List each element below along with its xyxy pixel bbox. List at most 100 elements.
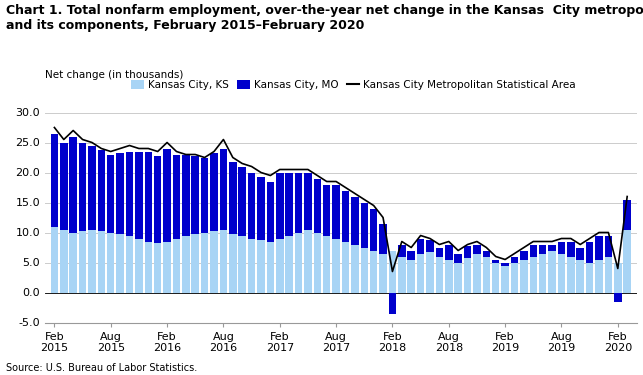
Bar: [276, 172, 284, 238]
Bar: [192, 234, 199, 292]
Bar: [294, 172, 302, 232]
Bar: [98, 231, 105, 292]
Bar: [473, 244, 481, 254]
Bar: [624, 200, 631, 230]
Bar: [98, 150, 105, 231]
Bar: [577, 248, 584, 259]
Bar: [614, 262, 622, 292]
Bar: [332, 238, 340, 292]
Bar: [154, 243, 161, 292]
Bar: [417, 254, 424, 292]
Bar: [614, 292, 622, 302]
Bar: [192, 156, 199, 234]
Bar: [604, 236, 612, 256]
Bar: [304, 172, 312, 230]
Bar: [294, 232, 302, 292]
Bar: [464, 246, 471, 258]
Bar: [182, 236, 190, 292]
Bar: [483, 251, 490, 257]
Bar: [464, 258, 471, 292]
Bar: [351, 196, 359, 244]
Bar: [285, 236, 293, 292]
Bar: [351, 244, 359, 292]
Bar: [502, 266, 509, 292]
Bar: [257, 177, 265, 240]
Bar: [492, 260, 500, 262]
Bar: [426, 252, 434, 292]
Bar: [126, 236, 133, 292]
Bar: [182, 154, 190, 236]
Bar: [314, 178, 321, 232]
Bar: [426, 240, 434, 252]
Bar: [163, 148, 171, 242]
Bar: [248, 172, 255, 238]
Bar: [595, 260, 602, 292]
Bar: [408, 260, 415, 292]
Bar: [173, 154, 180, 238]
Bar: [520, 260, 528, 292]
Bar: [530, 256, 537, 292]
Text: Net change (in thousands): Net change (in thousands): [45, 70, 183, 81]
Bar: [79, 231, 86, 292]
Bar: [323, 236, 331, 292]
Bar: [557, 242, 565, 254]
Bar: [567, 242, 575, 256]
Bar: [379, 224, 387, 254]
Bar: [567, 256, 575, 292]
Bar: [145, 152, 152, 242]
Bar: [435, 248, 443, 256]
Bar: [267, 182, 274, 242]
Bar: [201, 232, 208, 292]
Bar: [408, 251, 415, 260]
Bar: [520, 251, 528, 260]
Bar: [341, 190, 349, 242]
Bar: [511, 262, 518, 292]
Bar: [163, 242, 171, 292]
Bar: [304, 230, 312, 292]
Bar: [314, 232, 321, 292]
Bar: [388, 292, 396, 314]
Text: Chart 1. Total nonfarm employment, over-the-year net change in the Kansas  City : Chart 1. Total nonfarm employment, over-…: [6, 4, 643, 32]
Bar: [69, 136, 77, 232]
Bar: [267, 242, 274, 292]
Bar: [248, 238, 255, 292]
Bar: [69, 232, 77, 292]
Bar: [220, 148, 227, 230]
Bar: [417, 238, 424, 254]
Bar: [201, 158, 208, 232]
Bar: [361, 202, 368, 248]
Bar: [361, 248, 368, 292]
Bar: [60, 142, 68, 230]
Bar: [502, 262, 509, 266]
Bar: [492, 262, 500, 292]
Bar: [239, 236, 246, 292]
Bar: [548, 251, 556, 292]
Bar: [379, 254, 387, 292]
Bar: [285, 172, 293, 236]
Bar: [154, 156, 161, 243]
Bar: [135, 152, 143, 238]
Bar: [135, 238, 143, 292]
Bar: [323, 184, 331, 236]
Bar: [145, 242, 152, 292]
Bar: [604, 256, 612, 292]
Bar: [445, 260, 453, 292]
Bar: [210, 153, 218, 231]
Bar: [51, 134, 58, 226]
Bar: [548, 244, 556, 250]
Text: Source: U.S. Bureau of Labor Statistics.: Source: U.S. Bureau of Labor Statistics.: [6, 363, 197, 373]
Bar: [51, 226, 58, 292]
Bar: [398, 244, 406, 256]
Bar: [116, 153, 124, 234]
Bar: [88, 146, 96, 230]
Bar: [539, 254, 547, 292]
Bar: [557, 254, 565, 292]
Bar: [586, 262, 593, 292]
Bar: [511, 256, 518, 262]
Bar: [483, 256, 490, 292]
Bar: [257, 240, 265, 292]
Bar: [586, 242, 593, 262]
Bar: [88, 230, 96, 292]
Bar: [455, 254, 462, 262]
Bar: [116, 234, 124, 292]
